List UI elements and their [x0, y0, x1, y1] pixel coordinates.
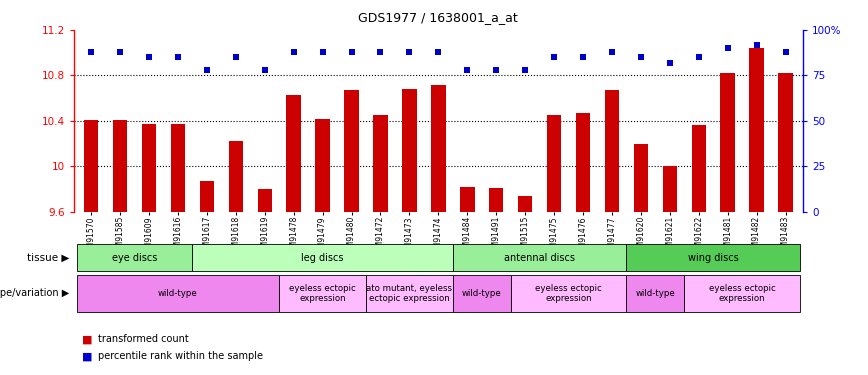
- Bar: [575, 113, 590, 212]
- FancyBboxPatch shape: [366, 274, 453, 312]
- Point: [750, 42, 764, 48]
- Bar: [315, 118, 330, 212]
- FancyBboxPatch shape: [684, 274, 800, 312]
- Point: [229, 54, 243, 60]
- Text: wing discs: wing discs: [687, 253, 739, 263]
- Point: [200, 67, 214, 73]
- Point: [663, 60, 677, 66]
- Point: [373, 49, 387, 55]
- FancyBboxPatch shape: [76, 274, 279, 312]
- Bar: [373, 115, 388, 212]
- Point: [316, 49, 330, 55]
- Bar: [779, 73, 792, 212]
- Text: GDS1977 / 1638001_a_at: GDS1977 / 1638001_a_at: [358, 11, 518, 24]
- Bar: [228, 141, 243, 212]
- Bar: [84, 120, 98, 212]
- Text: ato mutant, eyeless
ectopic expression: ato mutant, eyeless ectopic expression: [366, 284, 452, 303]
- Bar: [402, 89, 417, 212]
- Point: [113, 49, 127, 55]
- Text: percentile rank within the sample: percentile rank within the sample: [98, 351, 263, 361]
- Bar: [662, 166, 677, 212]
- Text: tissue ▶: tissue ▶: [27, 253, 69, 263]
- Point: [490, 67, 503, 73]
- Bar: [518, 196, 532, 212]
- Bar: [749, 48, 764, 212]
- Text: wild-type: wild-type: [462, 289, 502, 298]
- Bar: [460, 187, 475, 212]
- Point: [634, 54, 648, 60]
- Bar: [171, 124, 185, 212]
- Text: antennal discs: antennal discs: [504, 253, 575, 263]
- FancyBboxPatch shape: [510, 274, 627, 312]
- FancyBboxPatch shape: [453, 274, 510, 312]
- Bar: [345, 90, 358, 212]
- Point: [431, 49, 445, 55]
- FancyBboxPatch shape: [76, 244, 193, 272]
- Text: eyeless ectopic
expression: eyeless ectopic expression: [536, 284, 602, 303]
- FancyBboxPatch shape: [279, 274, 366, 312]
- Text: eye discs: eye discs: [112, 253, 157, 263]
- Bar: [431, 85, 445, 212]
- Text: wild-type: wild-type: [635, 289, 675, 298]
- Point: [605, 49, 619, 55]
- Bar: [200, 181, 214, 212]
- Point: [720, 45, 734, 51]
- Bar: [286, 95, 301, 212]
- Point: [576, 54, 590, 60]
- Point: [547, 54, 561, 60]
- Text: ■: ■: [82, 351, 93, 361]
- Text: leg discs: leg discs: [301, 253, 344, 263]
- Point: [142, 54, 156, 60]
- Text: eyeless ectopic
expression: eyeless ectopic expression: [709, 284, 775, 303]
- Point: [258, 67, 272, 73]
- Bar: [692, 126, 706, 212]
- Text: ■: ■: [82, 334, 93, 344]
- Bar: [258, 189, 272, 212]
- Bar: [634, 144, 648, 212]
- Point: [460, 67, 474, 73]
- Text: eyeless ectopic
expression: eyeless ectopic expression: [289, 284, 356, 303]
- FancyBboxPatch shape: [193, 244, 453, 272]
- Point: [692, 54, 706, 60]
- FancyBboxPatch shape: [453, 244, 627, 272]
- Point: [518, 67, 532, 73]
- Point: [84, 49, 98, 55]
- Point: [171, 54, 185, 60]
- FancyBboxPatch shape: [627, 244, 800, 272]
- Bar: [720, 73, 735, 212]
- FancyBboxPatch shape: [627, 274, 684, 312]
- Bar: [141, 124, 156, 212]
- Point: [286, 49, 300, 55]
- Bar: [547, 115, 562, 212]
- Bar: [605, 90, 619, 212]
- Bar: [489, 188, 503, 212]
- Point: [779, 49, 792, 55]
- Text: wild-type: wild-type: [158, 289, 198, 298]
- Bar: [113, 120, 128, 212]
- Text: genotype/variation ▶: genotype/variation ▶: [0, 288, 69, 298]
- Text: transformed count: transformed count: [98, 334, 189, 344]
- Point: [403, 49, 417, 55]
- Point: [345, 49, 358, 55]
